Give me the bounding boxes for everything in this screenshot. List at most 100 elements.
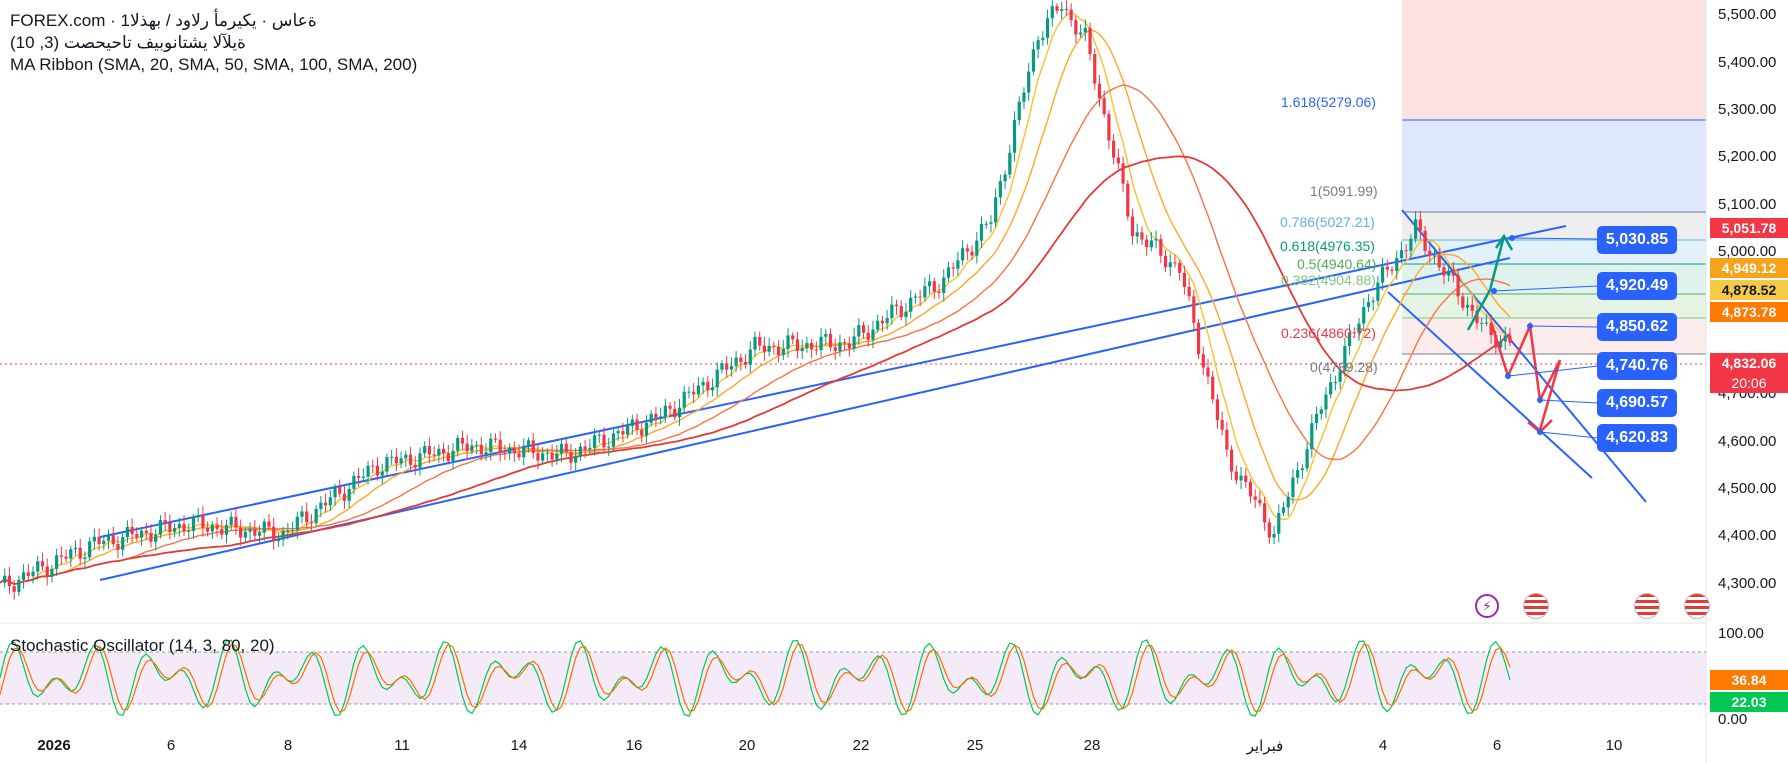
- candle-body: [498, 439, 502, 453]
- candle-body: [512, 447, 516, 454]
- candle-body: [819, 336, 823, 351]
- candle-body: [1399, 250, 1404, 259]
- candle-body: [1480, 323, 1484, 325]
- candle-body: [517, 453, 521, 458]
- candle-body: [413, 464, 417, 468]
- candle-body: [602, 434, 606, 448]
- candle-body: [1300, 468, 1304, 471]
- channel-down-upper[interactable]: [1401, 209, 1647, 503]
- legend-symbol[interactable]: FOREX.com · 1ةعاس · يكيرمأ رلاود / بهذلا: [10, 11, 317, 30]
- us-flag-icon[interactable]: [1523, 593, 1549, 619]
- legend-indicator-ma[interactable]: MA Ribbon (SMA, 20, SMA, 50, SMA, 100, S…: [10, 55, 418, 74]
- candle-body: [1329, 382, 1333, 395]
- candle-body: [69, 549, 73, 559]
- candle-body: [149, 532, 153, 542]
- candle-body: [970, 251, 974, 256]
- price-axis-label: 4,300.00: [1718, 575, 1777, 592]
- price-axis-label: 4,500.00: [1718, 480, 1777, 497]
- candle-body: [1168, 262, 1172, 268]
- stoch-legend[interactable]: Stochastic Oscillator (14, 3, 80, 20): [10, 636, 275, 655]
- candle-body: [423, 446, 427, 454]
- candle-body: [1225, 429, 1229, 450]
- target-pill-6[interactable]: 4,620.83: [1597, 424, 1677, 452]
- candle-body: [50, 568, 54, 577]
- candle-body: [1239, 475, 1243, 481]
- lightning-icon[interactable]: ⚡: [1475, 594, 1499, 618]
- us-flag-icon[interactable]: [1634, 593, 1660, 619]
- candle-body: [224, 525, 229, 535]
- candle-body: [394, 456, 398, 464]
- candle-body: [479, 444, 483, 455]
- fib-label-1618: 1.618(5279.06): [1281, 94, 1376, 110]
- candle-body: [215, 524, 219, 529]
- candle-body: [659, 416, 663, 419]
- candle-body: [333, 487, 337, 498]
- candle-body: [272, 526, 276, 542]
- candle-body: [432, 454, 436, 456]
- target-pill-3[interactable]: 4,850.62: [1597, 313, 1677, 341]
- candle-body: [144, 530, 148, 533]
- candle-body: [876, 320, 880, 330]
- candle-body: [253, 528, 257, 536]
- time-axis-label: 22: [852, 737, 870, 754]
- candle-body: [852, 336, 856, 349]
- candle-body: [536, 453, 540, 461]
- candle-body: [1362, 307, 1366, 324]
- candle-body: [465, 443, 469, 452]
- candle-body: [824, 334, 828, 337]
- candle-body: [493, 438, 498, 440]
- candle-body: [1390, 269, 1394, 271]
- candle-body: [1385, 266, 1389, 270]
- target-pill-5[interactable]: 4,690.57: [1597, 389, 1677, 417]
- candle-body: [673, 408, 677, 418]
- candle-body: [385, 457, 389, 472]
- candle-body: [220, 528, 224, 535]
- candle-body: [375, 465, 380, 476]
- candle-body: [564, 443, 568, 453]
- candle-body: [805, 343, 809, 349]
- candle-body: [1201, 354, 1205, 368]
- candle-body: [342, 493, 347, 501]
- candle-body: [31, 571, 35, 577]
- fib-zone-1618: [1402, 120, 1706, 212]
- target-pill-4[interactable]: 4,740.76: [1597, 352, 1677, 380]
- candle-body: [1258, 499, 1262, 504]
- us-flag-icon[interactable]: [1684, 593, 1710, 619]
- candle-body: [621, 431, 625, 435]
- candle-body: [1093, 54, 1097, 84]
- candle-body: [989, 222, 993, 224]
- candle-body: [890, 304, 894, 319]
- candle-body: [611, 433, 616, 447]
- stoch-axis-label: 100.00: [1718, 625, 1764, 642]
- candle-body: [729, 366, 734, 370]
- candle-body: [1182, 272, 1187, 287]
- candle-body: [583, 446, 587, 450]
- candle-body: [427, 446, 432, 455]
- candle-body: [961, 248, 965, 261]
- candle-body: [715, 369, 719, 388]
- candle-body: [83, 557, 87, 559]
- candle-body: [187, 530, 191, 532]
- target-pill-2[interactable]: 4,920.49: [1597, 272, 1677, 300]
- candle-body: [956, 260, 960, 269]
- time-axis-label: 6: [1492, 737, 1502, 754]
- legend-indicator-fib[interactable]: ةيلآلا يشتانوبيف تاحيحصت (3, 10): [10, 33, 246, 52]
- candle-body: [696, 385, 700, 395]
- time-axis-label: 8: [283, 737, 293, 754]
- candle-body: [1465, 304, 1470, 308]
- candle-body: [569, 452, 573, 463]
- candle-body: [1447, 270, 1451, 276]
- candle-body: [106, 535, 111, 541]
- candle-body: [347, 488, 351, 501]
- candle-body: [357, 476, 361, 478]
- candle-body: [257, 532, 262, 536]
- target-pill-1[interactable]: 5,030.85: [1597, 226, 1677, 254]
- channel-down-lower[interactable]: [1387, 291, 1593, 479]
- time-axis-label: 25: [966, 737, 984, 754]
- price-axis-label: 5,000.00: [1718, 243, 1777, 260]
- candle-body: [937, 291, 941, 293]
- candle-body: [545, 452, 549, 454]
- candle-body: [1206, 367, 1210, 377]
- candle-body: [861, 325, 866, 333]
